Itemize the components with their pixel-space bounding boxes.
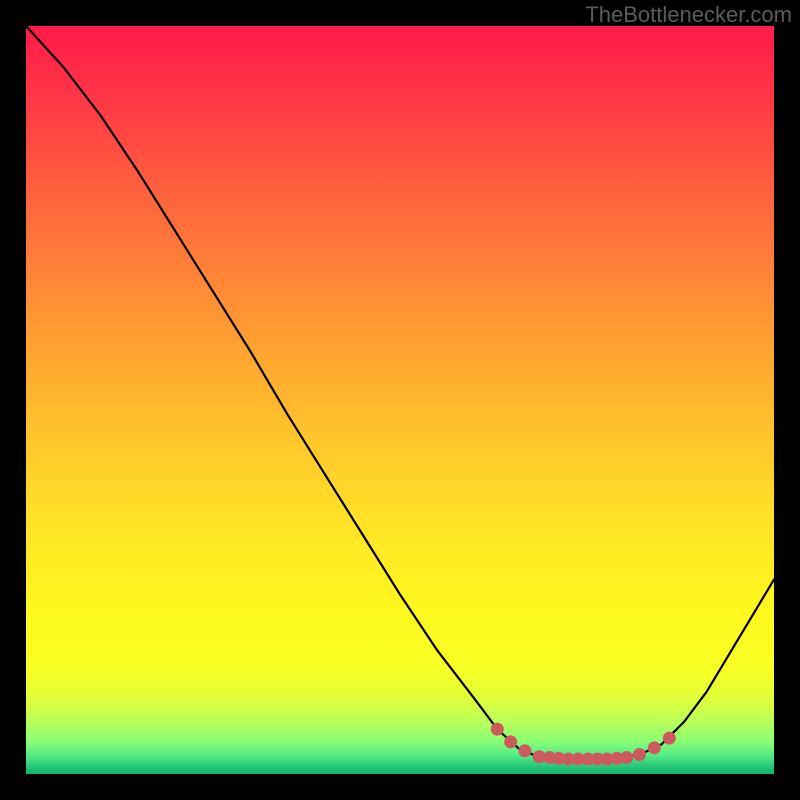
chart-frame: TheBottlenecker.com: [0, 0, 800, 800]
marker-dot: [633, 748, 646, 761]
marker-dot: [648, 741, 661, 754]
marker-dot: [620, 751, 633, 764]
marker-dot: [491, 723, 504, 736]
marker-dot: [663, 732, 676, 745]
watermark-text: TheBottlenecker.com: [585, 2, 792, 28]
plot-svg: [26, 26, 774, 774]
plot-area: [26, 26, 774, 774]
marker-dot: [504, 735, 517, 748]
marker-dot: [518, 744, 531, 757]
gradient-background: [26, 26, 774, 774]
